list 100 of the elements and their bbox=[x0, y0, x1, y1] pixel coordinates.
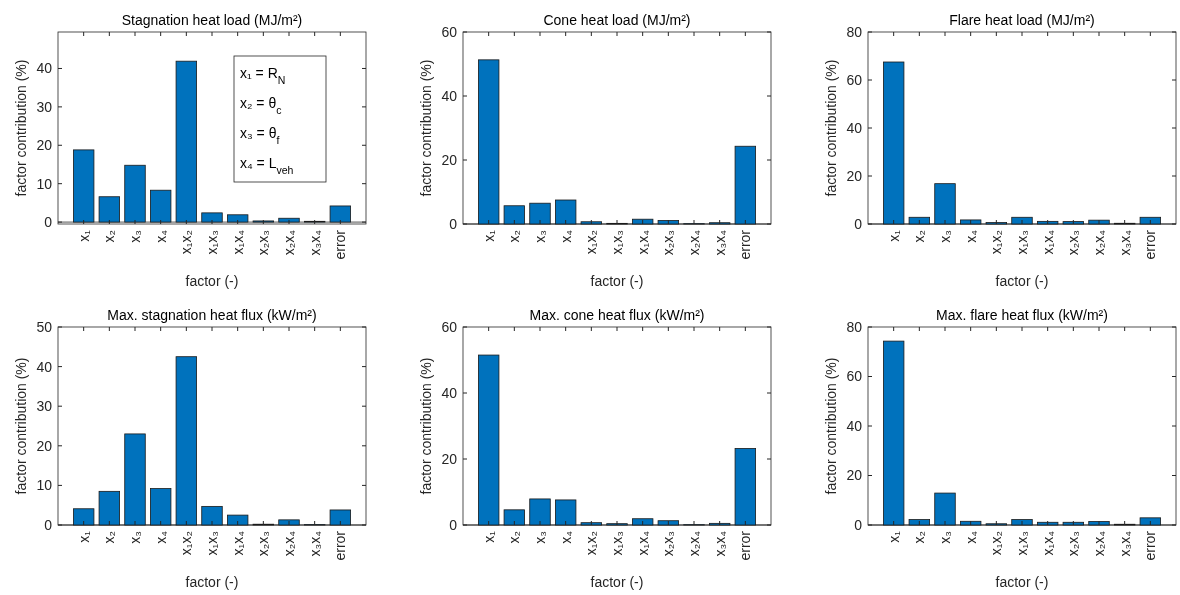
chart-title: Max. cone heat flux (kW/m²) bbox=[529, 307, 705, 323]
x-tick-label: x₃ bbox=[532, 531, 548, 544]
y-tick-label: 60 bbox=[441, 318, 458, 335]
x-tick-label: error bbox=[332, 530, 349, 561]
x-tick-label: x₄ bbox=[962, 229, 979, 243]
x-tick-label: x₁ bbox=[480, 530, 497, 543]
y-tick-label: 0 bbox=[854, 215, 863, 232]
y-tick-label: 40 bbox=[36, 358, 53, 375]
x-tick-label: x₂x₄ bbox=[1091, 229, 1107, 256]
y-tick-label: 80 bbox=[846, 318, 863, 335]
x-tick-label: x₃x₄ bbox=[306, 229, 323, 256]
y-axis-title: factor contribution (%) bbox=[13, 59, 29, 197]
x-tick-label: x₁ bbox=[885, 229, 902, 242]
annotation: x₂ = θ$_{c}$ bbox=[240, 95, 282, 116]
chart-title: Cone heat load (MJ/m²) bbox=[543, 12, 691, 28]
y-tick-label: 60 bbox=[846, 71, 863, 88]
y-tick-label: 60 bbox=[846, 368, 863, 385]
y-tick-label: 40 bbox=[441, 384, 458, 401]
y-tick-label: 10 bbox=[36, 175, 53, 192]
x-tick-label: x₁x₃ bbox=[204, 230, 220, 255]
chart-title: Stagnation heat load (MJ/m²) bbox=[121, 12, 303, 28]
y-tick-label: 0 bbox=[854, 516, 863, 533]
y-tick-label: 20 bbox=[846, 167, 863, 184]
annotation: x₄ = L$_{veh}$ bbox=[240, 155, 294, 176]
x-axis-title: factor (-) bbox=[590, 273, 644, 289]
x-tick-label: x₁x₃ bbox=[609, 230, 625, 255]
y-tick-label: 30 bbox=[36, 398, 53, 415]
x-tick-label: x₄ bbox=[152, 530, 169, 544]
x-tick-label: error bbox=[737, 530, 754, 561]
x-tick-label: x₂x₃ bbox=[660, 230, 677, 256]
x-tick-label: x₁x₃ bbox=[1014, 230, 1030, 255]
x-tick-label: x₂ bbox=[101, 230, 118, 243]
x-tick-label: x₁x₄ bbox=[634, 530, 651, 556]
x-tick-label: x₄ bbox=[557, 229, 574, 243]
x-tick-label: x₁ bbox=[480, 229, 497, 242]
annotation: x₃ = θ$_{f}$ bbox=[240, 125, 280, 146]
x-tick-label: x₁x₂ bbox=[583, 230, 600, 255]
x-tick-label: x₂x₃ bbox=[1065, 230, 1082, 256]
y-tick-label: 60 bbox=[441, 23, 458, 40]
x-axis-title: factor (-) bbox=[185, 574, 239, 590]
y-tick-label: 20 bbox=[441, 151, 458, 168]
y-tick-label: 0 bbox=[449, 516, 458, 533]
y-tick-label: 40 bbox=[441, 87, 458, 104]
y-tick-label: 20 bbox=[441, 450, 458, 467]
x-tick-label: error bbox=[1142, 530, 1159, 561]
annotation: x₁ = R$_{N}$ bbox=[240, 65, 286, 86]
x-tick-label: x₁x₄ bbox=[229, 530, 246, 556]
y-tick-label: 80 bbox=[846, 23, 863, 40]
y-axis-title: factor contribution (%) bbox=[418, 59, 434, 197]
x-tick-label: x₂x₃ bbox=[255, 230, 272, 256]
x-tick-label: x₂ bbox=[911, 531, 928, 544]
y-axis-title: factor contribution (%) bbox=[823, 357, 839, 495]
x-tick-label: error bbox=[1142, 229, 1159, 260]
x-tick-label: x₁x₄ bbox=[634, 229, 651, 255]
y-axis-title: factor contribution (%) bbox=[823, 59, 839, 197]
x-tick-label: x₃x₄ bbox=[711, 229, 728, 256]
y-tick-label: 30 bbox=[36, 98, 53, 115]
x-axis-title: factor (-) bbox=[995, 574, 1049, 590]
y-tick-label: 40 bbox=[36, 60, 53, 77]
x-tick-label: x₂ bbox=[101, 531, 118, 544]
x-tick-label: x₂x₄ bbox=[686, 229, 702, 256]
x-tick-label: x₁x₂ bbox=[178, 531, 195, 556]
x-tick-label: x₁x₂ bbox=[988, 230, 1005, 255]
y-tick-label: 50 bbox=[36, 318, 53, 335]
x-tick-label: x₁x₄ bbox=[229, 229, 246, 255]
y-tick-label: 20 bbox=[36, 437, 53, 454]
y-tick-label: 20 bbox=[846, 467, 863, 484]
chart-title: Flare heat load (MJ/m²) bbox=[949, 12, 1095, 28]
x-axis-title: factor (-) bbox=[590, 574, 644, 590]
x-tick-label: x₂x₄ bbox=[281, 229, 297, 256]
x-tick-label: x₂x₄ bbox=[281, 530, 297, 557]
x-tick-label: x₃x₄ bbox=[711, 530, 728, 557]
x-tick-label: x₄ bbox=[962, 530, 979, 544]
x-tick-label: x₂x₃ bbox=[1065, 531, 1082, 557]
x-tick-label: x₁x₃ bbox=[609, 531, 625, 556]
x-tick-label: x₁x₂ bbox=[988, 531, 1005, 556]
x-tick-label: x₁x₂ bbox=[178, 230, 195, 255]
x-axis-title: factor (-) bbox=[185, 273, 239, 289]
y-tick-label: 0 bbox=[449, 215, 458, 232]
x-tick-label: x₃ bbox=[532, 230, 548, 243]
chart-title: Max. flare heat flux (kW/m²) bbox=[936, 307, 1108, 323]
x-tick-label: x₂ bbox=[506, 531, 523, 544]
x-tick-label: x₃ bbox=[127, 531, 143, 544]
x-tick-label: x₃x₄ bbox=[1116, 530, 1133, 557]
x-tick-label: error bbox=[332, 229, 349, 260]
x-tick-label: x₂x₃ bbox=[255, 531, 272, 557]
x-tick-label: x₃x₄ bbox=[1116, 229, 1133, 256]
x-axis-title: factor (-) bbox=[995, 273, 1049, 289]
x-tick-label: x₂ bbox=[911, 230, 928, 243]
x-tick-label: x₂x₄ bbox=[1091, 530, 1107, 557]
x-tick-label: x₃x₄ bbox=[306, 530, 323, 557]
y-axis-title: factor contribution (%) bbox=[13, 357, 29, 495]
x-tick-label: x₁ bbox=[885, 530, 902, 543]
x-tick-label: x₃ bbox=[127, 230, 143, 243]
y-axis-title: factor contribution (%) bbox=[418, 357, 434, 495]
y-tick-label: 40 bbox=[846, 417, 863, 434]
x-tick-label: x₂x₃ bbox=[660, 531, 677, 557]
x-tick-label: x₁ bbox=[75, 229, 92, 242]
x-tick-label: x₂ bbox=[506, 230, 523, 243]
x-tick-label: x₁x₃ bbox=[204, 531, 220, 556]
